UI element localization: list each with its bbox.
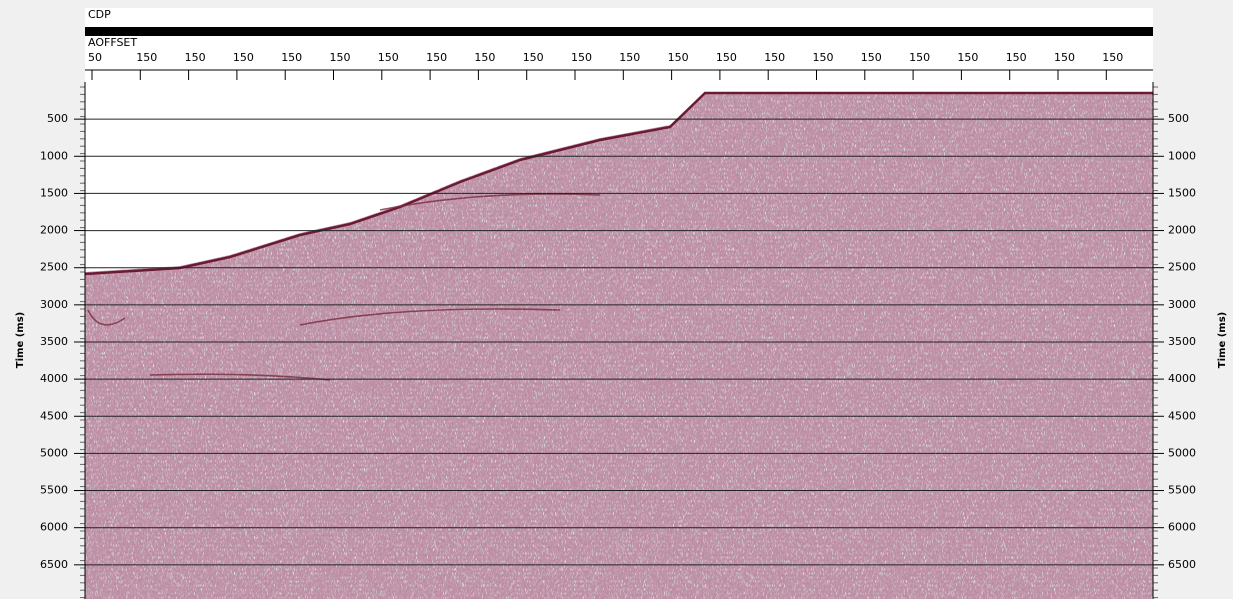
y-tick-label: 3500 [1168,335,1196,348]
y-tick-label: 6000 [40,521,68,534]
y-tick-label: 2000 [1168,224,1196,237]
offset-tick-label: 50 [88,51,102,64]
offset-tick-label: 150 [619,51,640,64]
offset-tick-label: 150 [813,51,834,64]
offset-tick-label: 150 [136,51,157,64]
seismic-viewer: CDP AOFFSET 50 150 150 150 150 150 150 150 150 15… [0,0,1233,599]
offset-tick-label: 150 [1102,51,1123,64]
y-tick-label: 500 [47,112,68,125]
y-tick-label: 5500 [40,484,68,497]
y-tick-label: 500 [1168,112,1189,125]
offset-tick-label: 150 [426,51,447,64]
offset-tick-label: 150 [1054,51,1075,64]
offset-tick-label: 150 [474,51,495,64]
y-tick-label: 1500 [40,186,68,199]
offset-tick-label: 150 [909,51,930,64]
page: CDP AOFFSET 50 150 150 150 150 150 150 150 150 15… [0,0,1233,599]
right-axis-label: Time (ms) [1217,312,1228,368]
y-tick-label: 5000 [40,446,68,459]
y-tick-label: 5500 [1168,484,1196,497]
offset-tick-label: 150 [378,51,399,64]
y-tick-label: 4000 [40,372,68,385]
y-tick-label: 3000 [40,298,68,311]
offset-tick-label: 150 [571,51,592,64]
y-tick-label: 6500 [1168,558,1196,571]
y-tick-label: 1000 [1168,149,1196,162]
offset-tick-label: 150 [523,51,544,64]
offset-tick-label: 150 [716,51,737,64]
y-tick-label: 6000 [1168,521,1196,534]
y-tick-label: 2500 [1168,261,1196,274]
offset-tick-label: 150 [281,51,302,64]
y-tick-label: 2500 [40,261,68,274]
y-tick-label: 6500 [40,558,68,571]
y-tick-label: 5000 [1168,446,1196,459]
offset-tick-label: 150 [668,51,689,64]
y-tick-label: 4000 [1168,372,1196,385]
header-panel [85,8,1153,82]
y-tick-label: 1500 [1168,186,1196,199]
offset-label: AOFFSET [88,36,137,49]
seismic-section [85,82,1153,599]
offset-tick-label: 150 [957,51,978,64]
offset-tick-label: 150 [185,51,206,64]
offset-tick-label: 150 [861,51,882,64]
offset-tick-label: 150 [764,51,785,64]
y-tick-label: 4500 [40,409,68,422]
cdp-label: CDP [88,8,111,21]
y-tick-label: 1000 [40,149,68,162]
y-tick-label: 3500 [40,335,68,348]
y-tick-label: 4500 [1168,409,1196,422]
y-tick-label: 2000 [40,224,68,237]
offset-tick-label: 150 [1006,51,1027,64]
y-tick-label: 3000 [1168,298,1196,311]
left-axis-label: Time (ms) [15,312,26,368]
cdp-bar [85,27,1153,36]
offset-tick-label: 150 [233,51,254,64]
offset-tick-label: 150 [330,51,351,64]
